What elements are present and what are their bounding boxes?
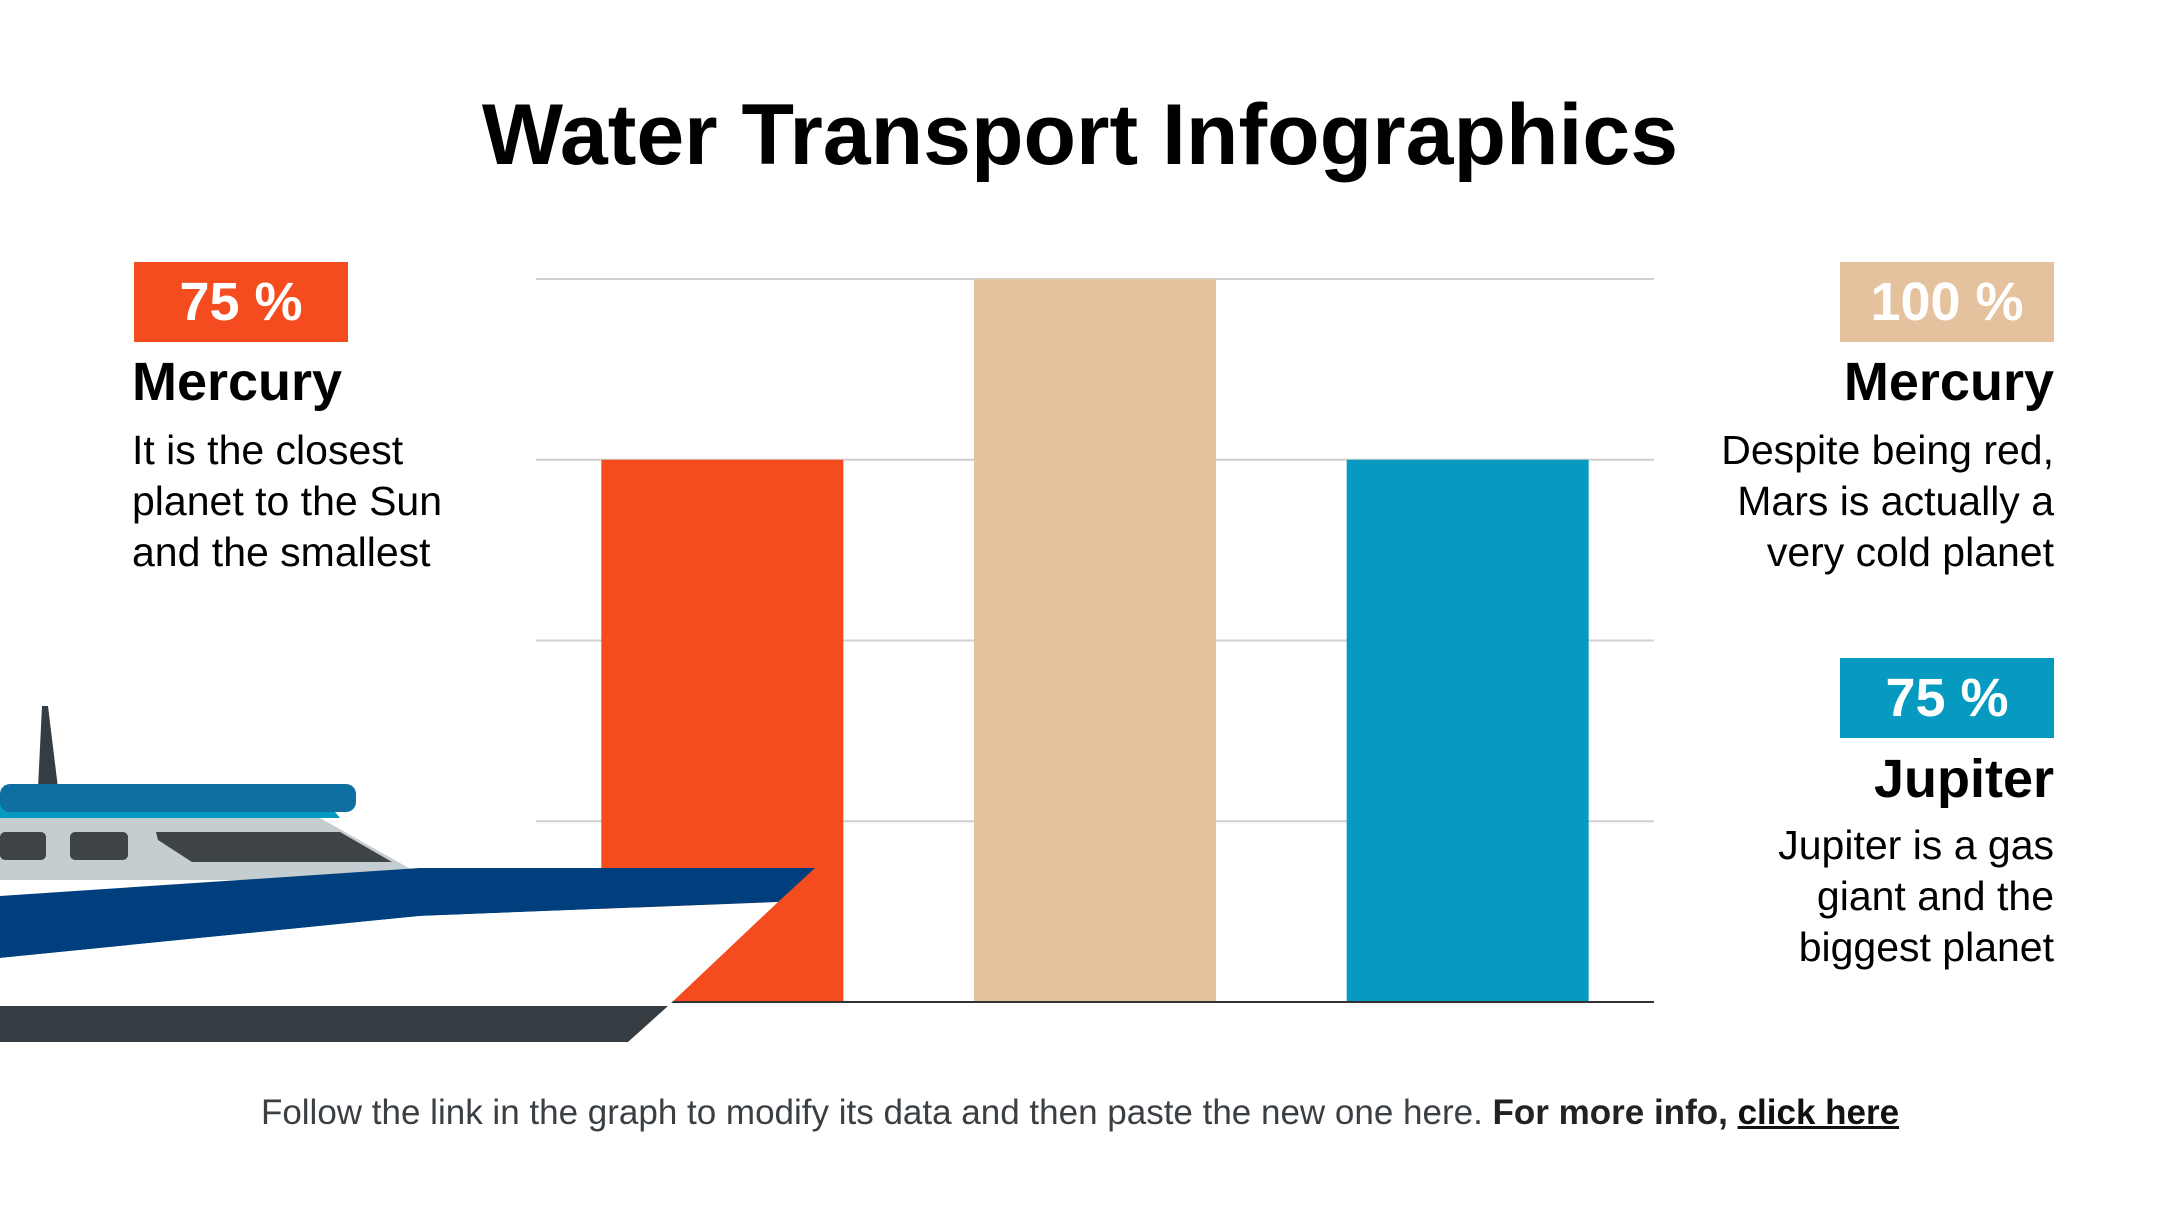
right-bottom-description: Jupiter is a gas giant and the biggest p…	[1600, 820, 2054, 973]
left-desc-line: and the smallest	[132, 529, 431, 575]
right-top-percent-badge: 100 %	[1840, 262, 2054, 342]
click-here-link[interactable]: click here	[1737, 1093, 1900, 1132]
ship-white-hull	[0, 902, 778, 1006]
left-desc-line: It is the closest	[132, 427, 404, 473]
ship-window-1	[0, 832, 46, 860]
right-top-desc-line: very cold planet	[1766, 529, 2054, 575]
right-top-desc-line: Despite being red,	[1721, 427, 2054, 473]
page-title: Water Transport Infographics	[481, 87, 1679, 183]
footer-bold-text: For more info,	[1492, 1093, 1728, 1132]
left-percent-badge: 75 %	[134, 262, 348, 342]
right-bottom-desc-line: Jupiter is a gas	[1778, 822, 2054, 868]
footer-note: Follow the link in the graph to modify i…	[0, 1093, 2160, 1133]
bar-2[interactable]	[974, 279, 1216, 1002]
right-bottom-heading: Jupiter	[1873, 749, 2054, 809]
ship-roof	[0, 784, 356, 812]
right-top-description: Despite being red, Mars is actually a ve…	[1600, 425, 2054, 578]
ferry-ship-illustration	[0, 706, 815, 1042]
right-bottom-percent-badge: 75 %	[1840, 658, 2054, 738]
right-top-heading: Mercury	[1843, 352, 2054, 412]
footer-text: Follow the link in the graph to modify i…	[260, 1093, 1483, 1132]
left-heading: Mercury	[132, 352, 343, 412]
ship-window-2	[70, 832, 128, 860]
right-bottom-desc-line: giant and the	[1816, 873, 2054, 919]
right-bottom-desc-line: biggest planet	[1798, 924, 2054, 970]
bar-3[interactable]	[1346, 459, 1589, 1002]
ship-antenna	[38, 706, 58, 788]
ship-window-3	[156, 832, 392, 862]
ship-navy-stripe	[0, 868, 815, 958]
left-description: It is the closest planet to the Sun and …	[132, 425, 442, 578]
left-desc-line: planet to the Sun	[132, 478, 443, 524]
right-top-desc-line: Mars is actually a	[1737, 478, 2054, 524]
ship-dark-keel	[0, 1006, 668, 1042]
